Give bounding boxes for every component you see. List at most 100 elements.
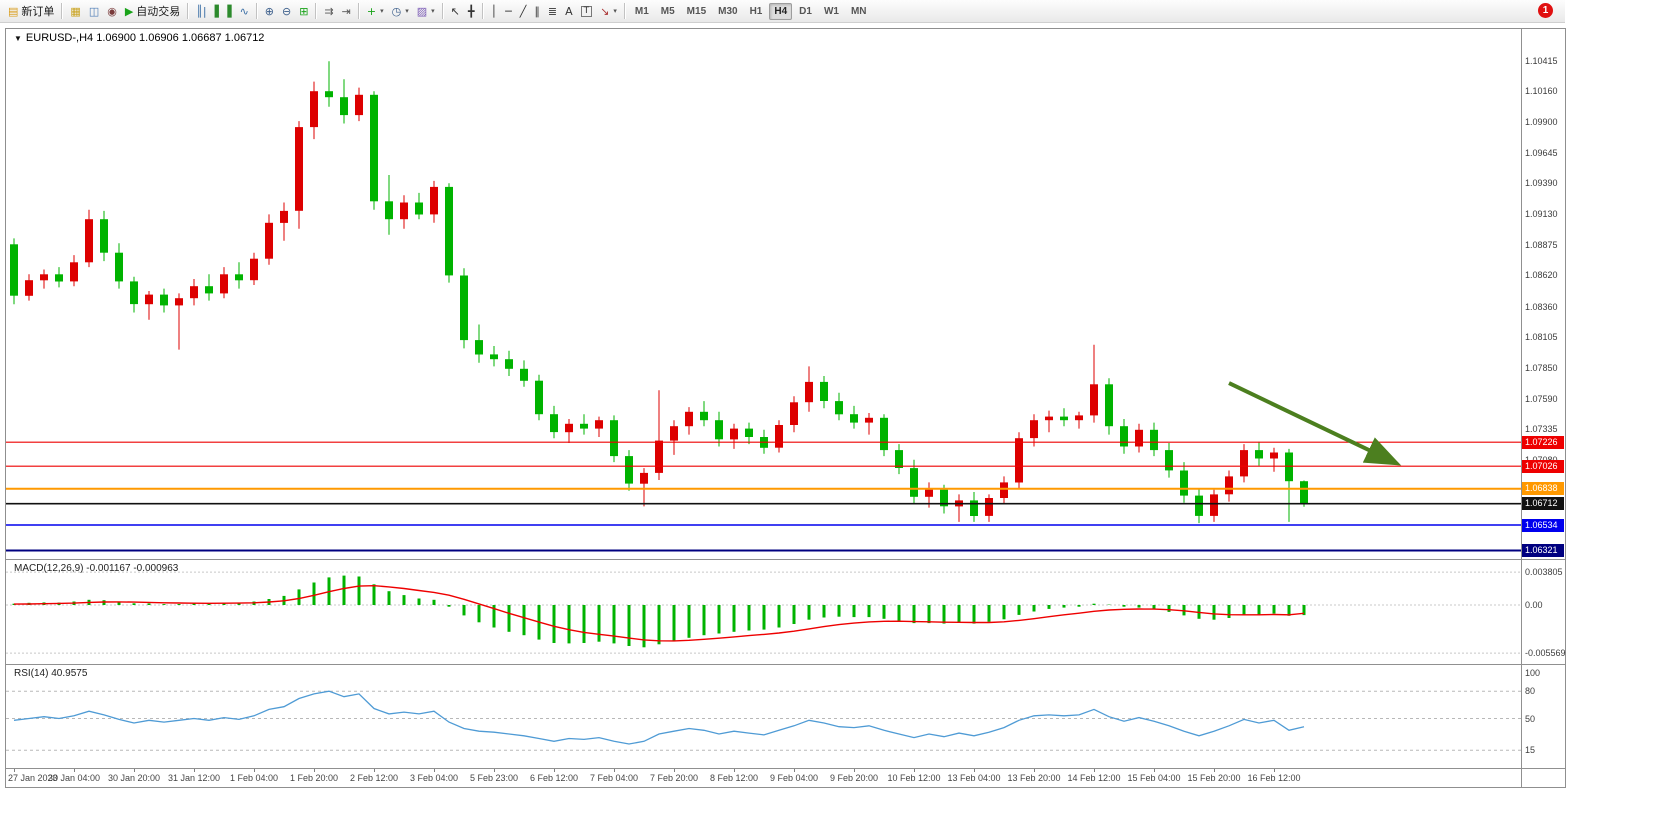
arrow-objects-icon: ↘ — [600, 4, 610, 18]
panel-separator[interactable] — [6, 559, 1565, 560]
time-tick — [494, 769, 495, 772]
time-axis-label: 15 Feb 04:00 — [1127, 773, 1181, 783]
time-tick — [254, 769, 255, 772]
timeframe-h1-button[interactable]: H1 — [749, 5, 763, 17]
price-axis-label: 1.10415 — [1525, 56, 1558, 66]
line-chart-mode-button[interactable]: ∿ — [236, 1, 253, 21]
macd-signal-line — [13, 584, 1305, 642]
time-tick — [1274, 769, 1275, 772]
indicators-icon: + — [366, 4, 377, 18]
timeframe-m1-button[interactable]: M1 — [634, 5, 649, 17]
rsi-axis-label: 50 — [1525, 714, 1536, 724]
price-axis-label: 1.09130 — [1525, 209, 1558, 219]
time-tick — [194, 769, 195, 772]
chart-shift-button[interactable]: ⇥ — [338, 1, 355, 21]
dropdown-caret-icon: ▾ — [380, 8, 384, 15]
new-order-button[interactable]: ▤ 新订单 — [4, 1, 58, 21]
timeframe-mn-button[interactable]: MN — [850, 5, 867, 17]
timeframe-h4-button[interactable]: H4 — [769, 2, 793, 20]
timeframe-w1-button[interactable]: W1 — [823, 5, 839, 17]
time-axis-label: 6 Feb 12:00 — [529, 773, 579, 783]
time-axis-label: 15 Feb 20:00 — [1187, 773, 1241, 783]
ohlc-bars-icon: ║| — [196, 4, 207, 18]
one-click-trading-toggle[interactable]: ▼ — [14, 33, 22, 43]
text-label-button[interactable]: T — [577, 1, 597, 21]
toolbar-separator — [441, 3, 444, 19]
rsi-axis-label: 80 — [1525, 686, 1536, 696]
time-axis-label: 14 Feb 12:00 — [1067, 773, 1121, 783]
time-axis-label: 16 Feb 12:00 — [1247, 773, 1301, 783]
dropdown-caret-icon: ▾ — [431, 8, 435, 15]
horizontal-line-button[interactable]: ─ — [501, 1, 516, 21]
notification-badge[interactable]: 1 — [1538, 3, 1553, 18]
macd-label: MACD(12,26,9) -0.001167 -0.000963 — [14, 563, 179, 574]
time-axis-label: 9 Feb 04:00 — [769, 773, 819, 783]
price-axis[interactable]: 1.10415 1.10160 1.09900 1.09645 1.09390 1.091… — [1522, 29, 1566, 787]
auto-scroll-button[interactable]: ⇉ — [320, 1, 337, 21]
new-order-icon: ▤ — [8, 4, 19, 18]
time-axis-label: 10 Feb 12:00 — [887, 773, 941, 783]
time-axis-label: 8 Feb 12:00 — [709, 773, 759, 783]
timeframe-d1-button[interactable]: D1 — [799, 5, 812, 17]
level-lines[interactable] — [6, 441, 1521, 552]
time-tick — [734, 769, 735, 772]
time-tick — [134, 769, 135, 772]
price-axis-label: 1.08105 — [1525, 332, 1558, 342]
clock-icon: ◷ — [391, 4, 402, 18]
trendline-button[interactable]: ╱ — [516, 1, 531, 21]
equidistant-channel-button[interactable]: ∥ — [530, 1, 544, 21]
bar-chart-mode-button[interactable]: ║| — [192, 1, 210, 21]
panel-separator[interactable] — [6, 664, 1565, 665]
tile-windows-button[interactable]: ⊞ — [295, 1, 312, 21]
rsi-panel-svg[interactable] — [6, 665, 1521, 768]
time-axis-label: 27 Jan 2023 — [8, 773, 58, 783]
time-tick — [374, 769, 375, 772]
price-axis-label: 1.10160 — [1525, 86, 1558, 96]
toolbar-buttons: ▤ 新订单 ▦ ◫ ◉ ▶ 自动交易 ║| ▌▐ ∿ ⊕ ⊖ ⊞ ⇉ ⇥ + ▾ ◷ ▾ ▨ ▾ ↖ ╋ │ ─ ╱ ∥ ≣ A T ↘ ▾ M… — [4, 1, 873, 21]
macd-axis-label: 0.003805 — [1525, 567, 1563, 577]
data-center-button[interactable]: ◉ — [103, 1, 121, 21]
panel-separator — [6, 768, 1565, 769]
time-tick — [14, 769, 15, 772]
crosshair-icon: ╋ — [467, 4, 475, 18]
fibonacci-button[interactable]: ≣ — [544, 1, 561, 21]
dropdown-caret-icon: ▾ — [405, 8, 409, 15]
current-price-badge: 1.06712 — [1522, 497, 1564, 510]
horizontal-line-icon: ─ — [505, 4, 512, 18]
timeframe-m30-button[interactable]: M30 — [718, 5, 738, 17]
text-button[interactable]: A — [561, 1, 577, 21]
trend-arrow[interactable] — [1228, 381, 1402, 466]
periods-button[interactable]: ◷ ▾ — [388, 1, 413, 21]
candlestick-series — [10, 61, 1308, 524]
main-chart-svg[interactable] — [6, 29, 1521, 559]
window-layout-icon: ◫ — [88, 4, 100, 18]
crosshair-button[interactable]: ╋ — [464, 1, 479, 21]
templates-button[interactable]: ▨ ▾ — [413, 1, 439, 21]
time-axis-label: 13 Feb 04:00 — [947, 773, 1001, 783]
timeframe-m5-button[interactable]: M5 — [660, 5, 675, 17]
auto-trading-button[interactable]: ▶ 自动交易 — [121, 1, 184, 21]
time-tick — [674, 769, 675, 772]
fibonacci-icon: ≣ — [547, 4, 558, 18]
time-tick — [794, 769, 795, 772]
price-axis-label: 1.08875 — [1525, 240, 1558, 250]
candlestick-mode-button[interactable]: ▌▐ — [211, 1, 236, 21]
time-axis[interactable]: 27 Jan 2023 30 Jan 04:00 30 Jan 20:00 31 Ja… — [6, 769, 1521, 787]
cursor-button[interactable]: ↖ — [447, 1, 464, 21]
macd-panel-svg[interactable] — [6, 560, 1521, 664]
auto-scroll-icon: ⇉ — [324, 4, 334, 18]
indicators-button[interactable]: + ▾ — [363, 1, 388, 21]
zoom-out-button[interactable]: ⊖ — [278, 1, 295, 21]
chart-window-button[interactable]: ▦ — [66, 1, 84, 21]
time-axis-label: 1 Feb 20:00 — [289, 773, 339, 783]
zoom-in-button[interactable]: ⊕ — [261, 1, 278, 21]
vertical-line-button[interactable]: │ — [487, 1, 502, 21]
arrow-objects-button[interactable]: ↘ ▾ — [596, 1, 621, 21]
timeframe-m15-button[interactable]: M15 — [686, 5, 707, 17]
profiles-button[interactable]: ◫ — [85, 1, 103, 21]
time-tick — [74, 769, 75, 772]
text-icon: A — [565, 4, 573, 18]
time-tick — [974, 769, 975, 772]
cursor-icon: ↖ — [450, 4, 460, 18]
time-axis-label: 13 Feb 20:00 — [1007, 773, 1061, 783]
